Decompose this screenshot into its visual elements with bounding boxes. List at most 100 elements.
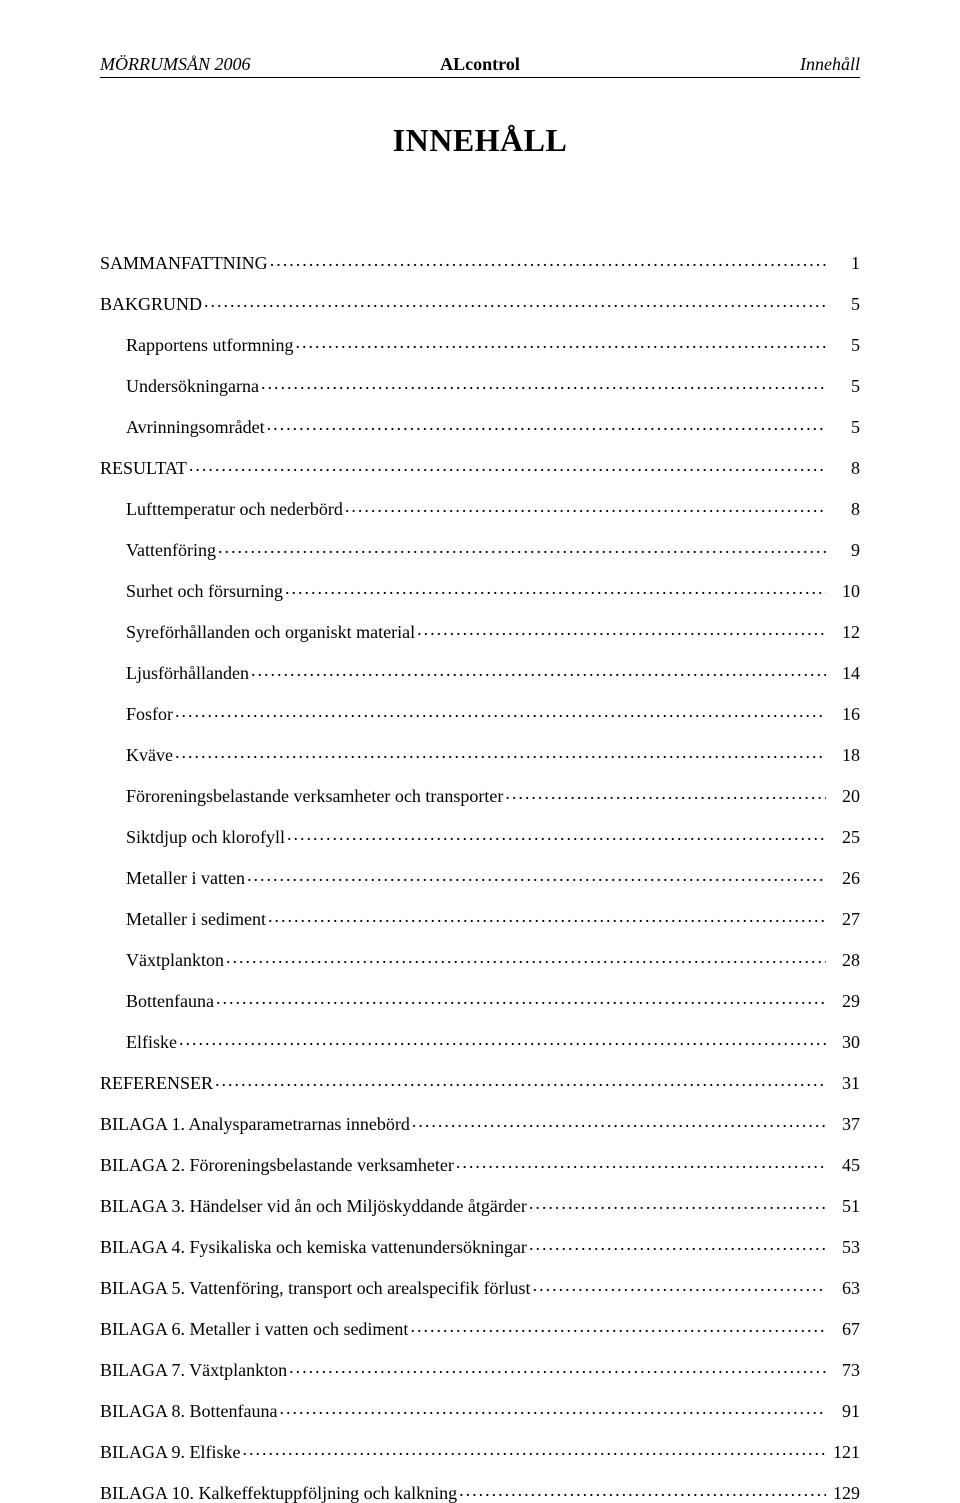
toc-label: Ljusförhållanden: [126, 664, 249, 682]
toc-page-number: 121: [828, 1443, 860, 1461]
toc-label: Rapportens utformning: [126, 336, 293, 354]
toc-leader-dots: [412, 1112, 826, 1130]
toc-label: BILAGA 2. Föroreningsbelastande verksamh…: [100, 1156, 454, 1174]
toc-label: REFERENSER: [100, 1074, 213, 1092]
toc-row: BILAGA 8. Bottenfauna91: [100, 1399, 860, 1420]
toc-leader-dots: [459, 1481, 826, 1499]
toc-label: Kväve: [126, 746, 173, 764]
header-rule: [100, 77, 860, 78]
toc-label: BILAGA 3. Händelser vid ån och Miljöskyd…: [100, 1197, 527, 1215]
toc-leader-dots: [417, 620, 826, 638]
toc-row: BILAGA 2. Föroreningsbelastande verksamh…: [100, 1153, 860, 1174]
toc-page-number: 25: [828, 828, 860, 846]
toc-leader-dots: [189, 456, 826, 474]
toc-leader-dots: [287, 825, 826, 843]
toc-leader-dots: [216, 989, 826, 1007]
toc-leader-dots: [270, 251, 826, 269]
toc-leader-dots: [247, 866, 826, 884]
toc-row: BILAGA 1. Analysparametrarnas innebörd37: [100, 1112, 860, 1133]
toc-page-number: 67: [828, 1320, 860, 1338]
table-of-contents: SAMMANFATTNING1BAKGRUND5Rapportens utfor…: [100, 251, 860, 1502]
toc-page-number: 8: [828, 459, 860, 477]
toc-label: Undersökningarna: [126, 377, 259, 395]
toc-page-number: 14: [828, 664, 860, 682]
toc-row: BAKGRUND5: [100, 292, 860, 313]
toc-label: Metaller i sediment: [126, 910, 266, 928]
toc-row: Avrinningsområdet 5: [100, 415, 860, 436]
page-header: MÖRRUMSÅN 2006 ALcontrol Innehåll: [100, 54, 860, 77]
toc-leader-dots: [215, 1071, 826, 1089]
toc-leader-dots: [505, 784, 826, 802]
toc-label: BAKGRUND: [100, 295, 202, 313]
toc-page-number: 10: [828, 582, 860, 600]
toc-row: Surhet och försurning10: [100, 579, 860, 600]
toc-page-number: 30: [828, 1033, 860, 1051]
header-right: Innehåll: [607, 54, 860, 75]
toc-page-number: 8: [828, 500, 860, 518]
toc-row: Kväve18: [100, 743, 860, 764]
toc-page-number: 73: [828, 1361, 860, 1379]
toc-label: Föroreningsbelastande verksamheter och t…: [126, 787, 503, 805]
toc-label: Avrinningsområdet: [126, 418, 265, 436]
toc-row: Fosfor16: [100, 702, 860, 723]
toc-label: Vattenföring: [126, 541, 216, 559]
toc-leader-dots: [179, 1030, 826, 1048]
toc-row: Syreförhållanden och organiskt material 1…: [100, 620, 860, 641]
toc-page-number: 12: [828, 623, 860, 641]
header-center: ALcontrol: [353, 54, 606, 75]
toc-leader-dots: [267, 415, 826, 433]
toc-row: Metaller i vatten26: [100, 866, 860, 887]
toc-row: BILAGA 3. Händelser vid ån och Miljöskyd…: [100, 1194, 860, 1215]
toc-page-number: 51: [828, 1197, 860, 1215]
toc-label: BILAGA 7. Växtplankton: [100, 1361, 287, 1379]
toc-page-number: 31: [828, 1074, 860, 1092]
toc-row: Bottenfauna29: [100, 989, 860, 1010]
toc-page-number: 5: [828, 336, 860, 354]
toc-page-number: 9: [828, 541, 860, 559]
toc-page-number: 29: [828, 992, 860, 1010]
toc-label: Elfiske: [126, 1033, 177, 1051]
toc-page-number: 45: [828, 1156, 860, 1174]
toc-leader-dots: [345, 497, 826, 515]
toc-page-number: 27: [828, 910, 860, 928]
toc-row: BILAGA 9. Elfiske121: [100, 1440, 860, 1461]
toc-label: BILAGA 5. Vattenföring, transport och ar…: [100, 1279, 531, 1297]
toc-row: SAMMANFATTNING1: [100, 251, 860, 272]
toc-leader-dots: [175, 743, 826, 761]
toc-row: Föroreningsbelastande verksamheter och t…: [100, 784, 860, 805]
toc-leader-dots: [218, 538, 826, 556]
toc-row: BILAGA 10. Kalkeffektuppföljning och kal…: [100, 1481, 860, 1502]
toc-row: BILAGA 5. Vattenföring, transport och ar…: [100, 1276, 860, 1297]
toc-row: Siktdjup och klorofyll25: [100, 825, 860, 846]
toc-page-number: 16: [828, 705, 860, 723]
toc-page-number: 129: [828, 1484, 860, 1502]
toc-label: BILAGA 6. Metaller i vatten och sediment: [100, 1320, 408, 1338]
toc-page-number: 37: [828, 1115, 860, 1133]
toc-leader-dots: [251, 661, 826, 679]
toc-leader-dots: [285, 579, 826, 597]
toc-page-number: 63: [828, 1279, 860, 1297]
toc-row: Ljusförhållanden 14: [100, 661, 860, 682]
toc-page-number: 53: [828, 1238, 860, 1256]
toc-leader-dots: [268, 907, 826, 925]
toc-row: Lufttemperatur och nederbörd8: [100, 497, 860, 518]
toc-label: BILAGA 4. Fysikaliska och kemiska vatten…: [100, 1238, 527, 1256]
toc-label: Metaller i vatten: [126, 869, 245, 887]
toc-label: Växtplankton: [126, 951, 224, 969]
toc-row: Rapportens utformning 5: [100, 333, 860, 354]
toc-label: Syreförhållanden och organiskt material: [126, 623, 415, 641]
toc-label: SAMMANFATTNING: [100, 254, 268, 272]
toc-leader-dots: [529, 1235, 826, 1253]
toc-page-number: 5: [828, 377, 860, 395]
toc-leader-dots: [289, 1358, 826, 1376]
toc-page-number: 28: [828, 951, 860, 969]
toc-leader-dots: [295, 333, 826, 351]
toc-leader-dots: [175, 702, 826, 720]
page-title: INNEHÅLL: [100, 122, 860, 159]
toc-leader-dots: [533, 1276, 826, 1294]
toc-page-number: 5: [828, 418, 860, 436]
toc-leader-dots: [261, 374, 826, 392]
page: MÖRRUMSÅN 2006 ALcontrol Innehåll INNEHÅ…: [0, 0, 960, 1347]
toc-row: BILAGA 4. Fysikaliska och kemiska vatten…: [100, 1235, 860, 1256]
toc-label: BILAGA 8. Bottenfauna: [100, 1402, 277, 1420]
